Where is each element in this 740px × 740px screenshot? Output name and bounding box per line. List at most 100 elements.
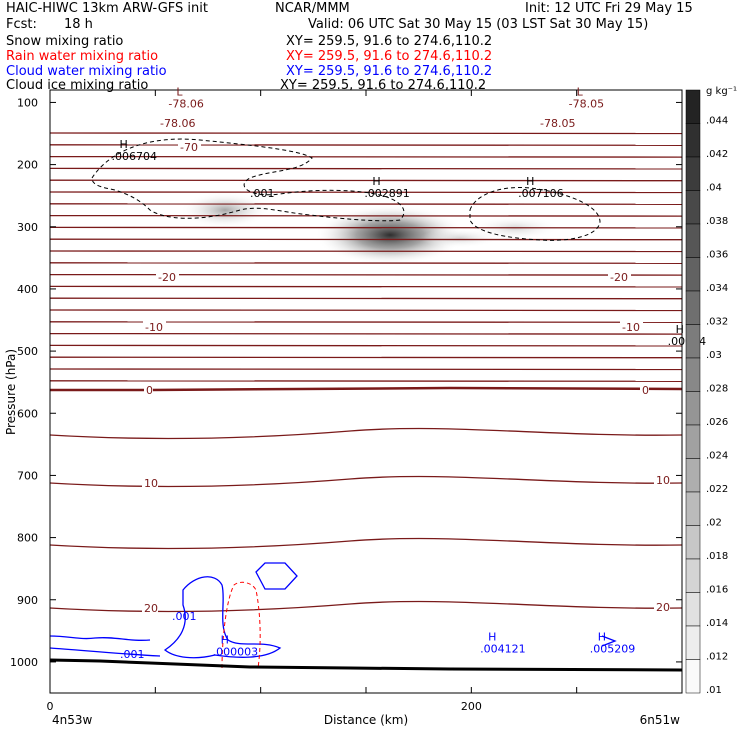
valid-time: Valid: 06 UTC Sat 30 May 15 (03 LST Sat …: [308, 17, 649, 32]
temperature-label: -70: [180, 141, 198, 154]
isotherm-line: [50, 273, 682, 276]
isotherm-line: [50, 132, 682, 135]
temperature-label: 20: [656, 601, 670, 614]
extremum-kind: H: [221, 634, 229, 647]
extremum-value: .005209: [590, 643, 636, 656]
isotherm-line: [50, 285, 682, 288]
isotherm-line: [50, 332, 682, 335]
isotherm-line: [50, 214, 682, 217]
colorbar-cell: [685, 357, 701, 392]
temperature-label: 0: [642, 384, 649, 397]
colorbar-cell: [685, 391, 701, 426]
extremum-kind: L: [176, 85, 183, 98]
colorbar-cell: [685, 156, 701, 191]
temperature-label: -78.06: [160, 117, 195, 130]
temperature-label-bg: [158, 117, 202, 129]
init-time: Init: 12 UTC Fri 29 May 15: [525, 1, 693, 16]
colorbar-unit: g kg⁻¹: [706, 86, 737, 97]
y-tick-label: 200: [17, 159, 38, 172]
colorbar-cell: [685, 525, 701, 560]
temperature-label-bg: [538, 117, 582, 129]
isotherm-line: [50, 238, 682, 241]
contour-label: .001: [172, 610, 197, 623]
colorbar-tick-label: .04: [706, 183, 722, 194]
x-tick-label: 200: [461, 700, 482, 713]
isotherm-line: [50, 144, 682, 146]
colorbar-tick-label: .036: [706, 250, 728, 261]
cloud-water-contour-surface: [50, 635, 161, 657]
colorbar-cell: [685, 625, 701, 660]
temperature-label: 10: [144, 477, 158, 490]
temperature-label-bg: [156, 271, 179, 283]
freezing-level-line: [50, 386, 682, 392]
isotherm-line: [50, 250, 682, 253]
y-tick-label: 300: [17, 221, 38, 234]
colorbar-cell: [685, 592, 701, 627]
temperature-label-bg: [142, 602, 158, 614]
y-axis-label: Pressure (hPa): [4, 349, 18, 435]
colorbar-cell: [685, 659, 701, 694]
colorbar-cell: [685, 123, 701, 158]
temperature-label-bg: [608, 271, 631, 283]
field-name-cloud-ice: Cloud ice mixing ratio: [6, 78, 149, 93]
contour-label: .001: [250, 187, 275, 200]
field-name-snow: Snow mixing ratio: [6, 34, 124, 49]
temperature-label-bg: [144, 384, 153, 396]
cloud-water-contour-south: [163, 576, 282, 659]
colorbar-cell: [685, 324, 701, 359]
field-xy-rain: XY= 259.5, 91.6 to 274.6,110.2: [286, 49, 493, 64]
cloud-water-contour-blob: [255, 562, 298, 590]
temperature-label: 20: [144, 602, 158, 615]
x-axis-label: Distance (km): [324, 713, 408, 727]
field-xy-cloud-water: XY= 259.5, 91.6 to 274.6,110.2: [286, 64, 493, 79]
field-name-rain: Rain water mixing ratio: [6, 49, 159, 64]
colorbar-tick-label: .038: [706, 216, 728, 227]
isotherm-line: [50, 297, 682, 300]
temperature-label-bg: [654, 601, 670, 613]
colorbar-cell: [685, 491, 701, 526]
y-tick-label: 1000: [10, 656, 38, 669]
cloud-ice-contour-west: [91, 138, 405, 222]
colorbar-cell: [685, 257, 701, 292]
y-tick-label: 700: [17, 469, 38, 482]
temperature-label-bg: [654, 474, 670, 486]
isotherm-line: [50, 262, 682, 264]
isotherm-line: [50, 380, 682, 382]
temperature-label-bg: [620, 321, 643, 333]
field-xy-snow: XY= 259.5, 91.6 to 274.6,110.2: [286, 34, 493, 49]
colorbar-cell: [685, 290, 701, 325]
isotherm-line: [50, 427, 682, 440]
isotherm-line: [50, 167, 682, 170]
y-tick-label: 400: [17, 283, 38, 296]
colorbar-tick-label: .03: [706, 350, 722, 361]
isotherm-line: [50, 356, 682, 359]
isotherm-line: [50, 155, 682, 158]
colorbar-tick-label: .026: [706, 417, 728, 428]
x-tick-label: 0: [47, 700, 54, 713]
colorbar-cell: [685, 558, 701, 593]
y-tick-label: 500: [17, 345, 38, 358]
isotherm-line: [50, 179, 682, 182]
colorbar-tick-label: .024: [706, 451, 728, 462]
extremum-kind: H: [526, 175, 534, 188]
colorbar-tick-label: .034: [706, 283, 728, 294]
y-tick-label: 800: [17, 532, 38, 545]
colorbar-cell: [685, 190, 701, 225]
temperature-label: -20: [158, 271, 176, 284]
snow-shading-west: [180, 192, 270, 228]
y-tick-label: 100: [17, 96, 38, 109]
x-axis: 0 200: [47, 90, 683, 713]
forecast-hour: 18 h: [64, 17, 93, 32]
colorbar-tick-label: .012: [706, 652, 728, 663]
y-tick-label: 600: [17, 407, 38, 420]
field-name-cloud-water: Cloud water mixing ratio: [6, 64, 167, 79]
extremum-value: -78.05: [569, 97, 604, 110]
snow-shading-core: [315, 205, 465, 265]
temperature-label-bg: [640, 384, 649, 396]
extremum-value: .004121: [480, 643, 525, 656]
cloud-ice-contour-east: [469, 186, 601, 241]
extremum-value: .002891: [364, 187, 410, 200]
y-tick-label: 900: [17, 594, 38, 607]
